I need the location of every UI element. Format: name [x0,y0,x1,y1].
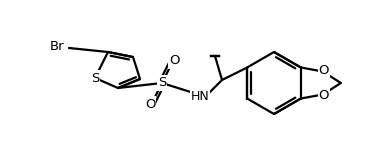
Text: O: O [169,54,179,68]
Text: O: O [319,89,329,102]
Text: HN: HN [191,90,209,103]
Text: S: S [158,76,166,90]
Text: S: S [91,71,99,85]
Text: O: O [145,98,155,110]
Text: Br: Br [50,39,64,53]
Text: O: O [319,64,329,77]
